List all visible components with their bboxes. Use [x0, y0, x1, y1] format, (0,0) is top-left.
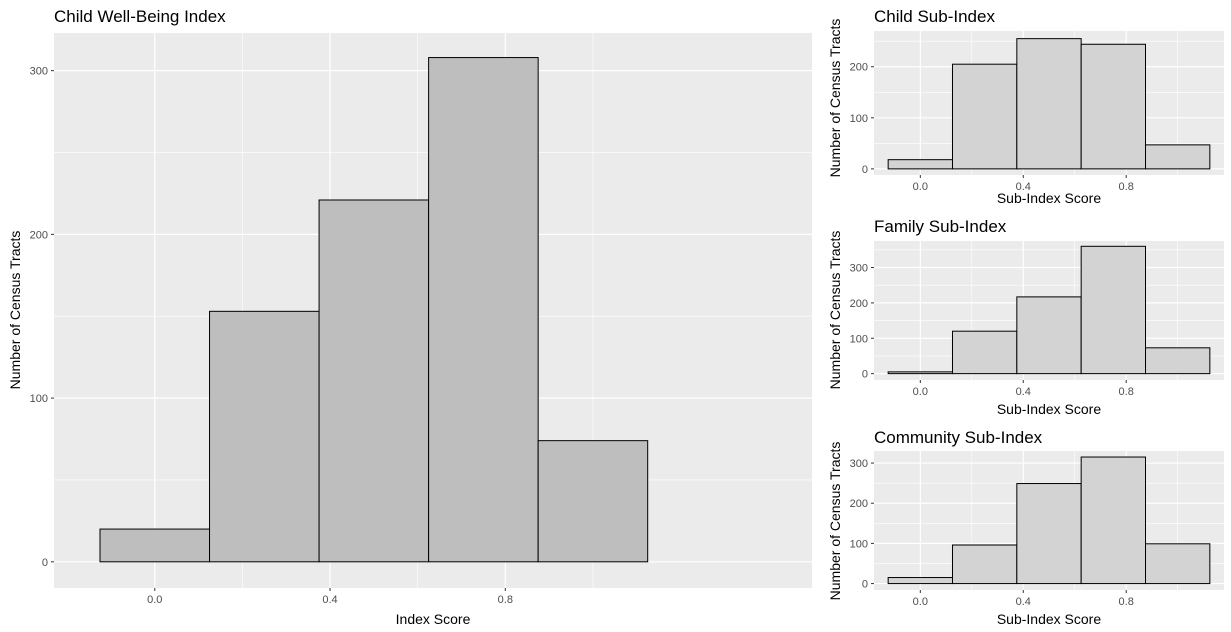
y-axis-label: Number of Census Tracts [7, 231, 23, 390]
y-tick-label: 0 [862, 369, 868, 381]
y-tick-label: 300 [850, 458, 868, 470]
x-tick-labels: 0.0 0.4 0.8 [913, 590, 1134, 608]
x-tick-label: 0.8 [1119, 386, 1134, 398]
histogram-bar [951, 330, 1018, 375]
x-axis-label: Sub-Index Score [997, 401, 1101, 417]
x-tick-label: 0.4 [1016, 596, 1031, 608]
chart-child-sub-index: Child Sub-Index 0 100 200 0.0 0.4 0.8 Sub-In… [827, 7, 1224, 206]
y-tick-label: 200 [850, 298, 868, 310]
x-tick-labels: 0.0 0.4 0.8 [913, 175, 1134, 193]
y-tick-label: 100 [850, 333, 868, 345]
y-tick-label: 200 [850, 498, 868, 510]
y-tick-label: 100 [30, 393, 48, 405]
x-axis-label: Sub-Index Score [997, 190, 1101, 206]
histogram-bar [537, 440, 649, 563]
x-tick-label: 0.8 [498, 594, 513, 606]
x-tick-label: 0.0 [913, 386, 928, 398]
y-tick-label: 0 [862, 579, 868, 591]
histogram-bar [887, 577, 953, 585]
y-axis-label: Number of Census Tracts [827, 19, 843, 178]
x-tick-label: 0.0 [913, 596, 928, 608]
y-tick-label: 200 [30, 229, 48, 241]
histogram-bar [1016, 296, 1082, 375]
x-axis-label: Sub-Index Score [997, 611, 1101, 627]
x-tick-label: 0.8 [1119, 181, 1134, 193]
y-tick-label: 100 [850, 538, 868, 550]
histogram-bar [887, 371, 953, 375]
y-tick-label: 0 [862, 164, 868, 176]
chart-title: Family Sub-Index [874, 217, 1007, 236]
chart-title: Child Sub-Index [874, 7, 995, 26]
histogram-bar [1145, 543, 1211, 585]
histogram-bar [1080, 245, 1147, 375]
histogram-bar [887, 159, 953, 170]
y-tick-labels: 0 100 200 300 [30, 66, 54, 569]
histogram-bar [99, 528, 211, 563]
histogram-bar [951, 544, 1018, 585]
x-tick-label: 0.4 [1016, 181, 1031, 193]
histogram-bar [1145, 144, 1211, 170]
histogram-bar [1080, 456, 1147, 585]
y-tick-label: 200 [850, 62, 868, 74]
x-tick-label: 0.8 [1119, 596, 1134, 608]
bars [887, 38, 1211, 170]
bars [99, 57, 649, 563]
y-tick-labels: 0 100 200 [850, 62, 874, 176]
x-tick-label: 0.4 [1016, 386, 1031, 398]
histogram-bar [318, 199, 430, 563]
x-tick-label: 0.0 [147, 594, 162, 606]
y-tick-label: 300 [850, 263, 868, 275]
chart-community-sub-index: Community Sub-Index 0 100 200 300 0.0 0.4 0.8… [827, 428, 1224, 627]
chart-main: Child Well-Being Index 0 100 200 300 0.0 0.4… [7, 7, 812, 627]
y-axis-label: Number of Census Tracts [827, 442, 843, 601]
y-tick-label: 100 [850, 113, 868, 125]
y-tick-label: 300 [30, 66, 48, 78]
histogram-bar [1016, 483, 1082, 585]
histogram-bar [209, 310, 320, 563]
bars [887, 245, 1211, 375]
chart-family-sub-index: Family Sub-Index 0 100 200 300 0.0 0.4 0.8 Su… [827, 217, 1224, 417]
x-tick-labels: 0.0 0.4 0.8 [147, 588, 513, 606]
x-tick-label: 0.4 [322, 594, 337, 606]
bars [887, 456, 1211, 585]
histogram-bar [1080, 43, 1147, 170]
histogram-bar [951, 63, 1018, 170]
histogram-bar [428, 57, 539, 563]
histogram-bar [1145, 347, 1211, 375]
histogram-bar [1016, 38, 1082, 170]
x-axis-label: Index Score [396, 611, 471, 627]
x-tick-labels: 0.0 0.4 0.8 [913, 380, 1134, 398]
y-tick-labels: 0 100 200 300 [850, 263, 874, 381]
y-tick-labels: 0 100 200 300 [850, 458, 874, 591]
chart-title: Community Sub-Index [874, 428, 1043, 447]
x-tick-label: 0.0 [913, 181, 928, 193]
y-axis-label: Number of Census Tracts [827, 231, 843, 390]
y-tick-label: 0 [42, 557, 48, 569]
chart-title: Child Well-Being Index [54, 7, 226, 26]
